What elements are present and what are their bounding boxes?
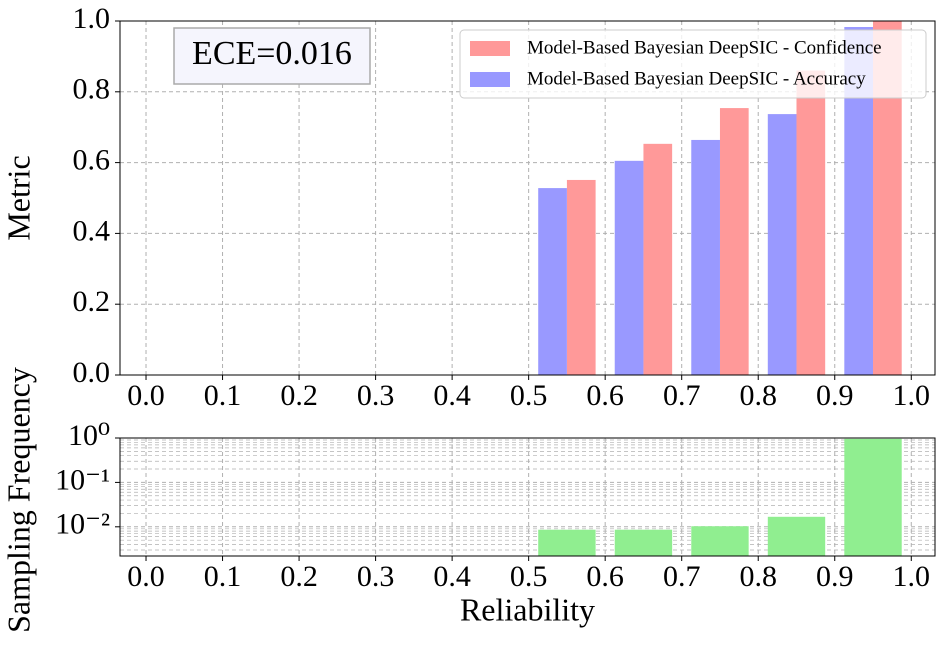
bar [538,529,596,556]
bar [767,516,826,556]
x-tick-label: 0.9 [816,560,854,593]
x-tick-label: 0.1 [204,560,242,593]
legend-swatch [470,72,510,87]
x-tick-label: 0.9 [816,379,854,412]
x-tick-label: 0.6 [586,560,624,593]
x-tick-label: 0.7 [663,560,701,593]
x-tick-label: 0.4 [433,560,471,593]
x-tick-label: 0.7 [663,379,701,412]
x-tick-label: 0.2 [280,379,318,412]
legend-label: Model-Based Bayesian DeepSIC - Accuracy [527,68,866,89]
x-tick-label: 0.2 [280,560,318,593]
legend-label: Model-Based Bayesian DeepSIC - Confidenc… [527,37,882,58]
x-tick-label: 1.0 [893,379,931,412]
x-tick-label: 0.3 [357,560,395,593]
y-tick-label: 10⁻² [55,508,110,541]
y-tick-label: 0.0 [73,356,111,389]
legend-box [459,29,927,99]
x-tick-label: 0.5 [510,379,548,412]
y-axis-label: Metric [0,155,36,240]
bar [767,114,797,376]
y-tick-label: 0.6 [73,143,111,176]
x-tick-label: 0.0 [127,379,165,412]
x-tick-label: 0.4 [433,379,471,412]
y-tick-label: 1.0 [73,2,111,35]
annotation-box [173,27,371,85]
y-axis-label: Sampling Frequency [0,367,36,633]
bar [614,529,673,556]
bar [614,160,644,375]
y-tick-label: 10⁰ [68,419,110,452]
x-tick-label: 0.5 [510,560,548,593]
bar [691,526,749,556]
legend-swatch [470,41,510,56]
y-tick-label: 0.2 [73,285,111,318]
bar [844,438,902,556]
x-tick-label: 1.0 [893,560,931,593]
bar [538,188,567,375]
plot-frame [119,437,936,557]
bar [719,108,749,376]
x-tick-label: 0.8 [739,560,777,593]
y-tick-label: 10⁻¹ [55,463,110,496]
x-tick-label: 0.1 [204,379,242,412]
bar [566,179,596,375]
bar [691,139,720,375]
x-axis-label: Reliability [460,591,595,627]
x-tick-label: 0.8 [739,379,777,412]
y-tick-label: 0.4 [73,214,111,247]
x-tick-label: 0.0 [127,560,165,593]
y-tick-label: 0.8 [73,73,111,106]
annotation: ECE=0.016 [192,35,352,72]
bar [643,143,673,375]
plot-frame [119,20,936,376]
bar [796,70,826,375]
x-tick-label: 0.6 [586,379,624,412]
x-tick-label: 0.3 [357,379,395,412]
